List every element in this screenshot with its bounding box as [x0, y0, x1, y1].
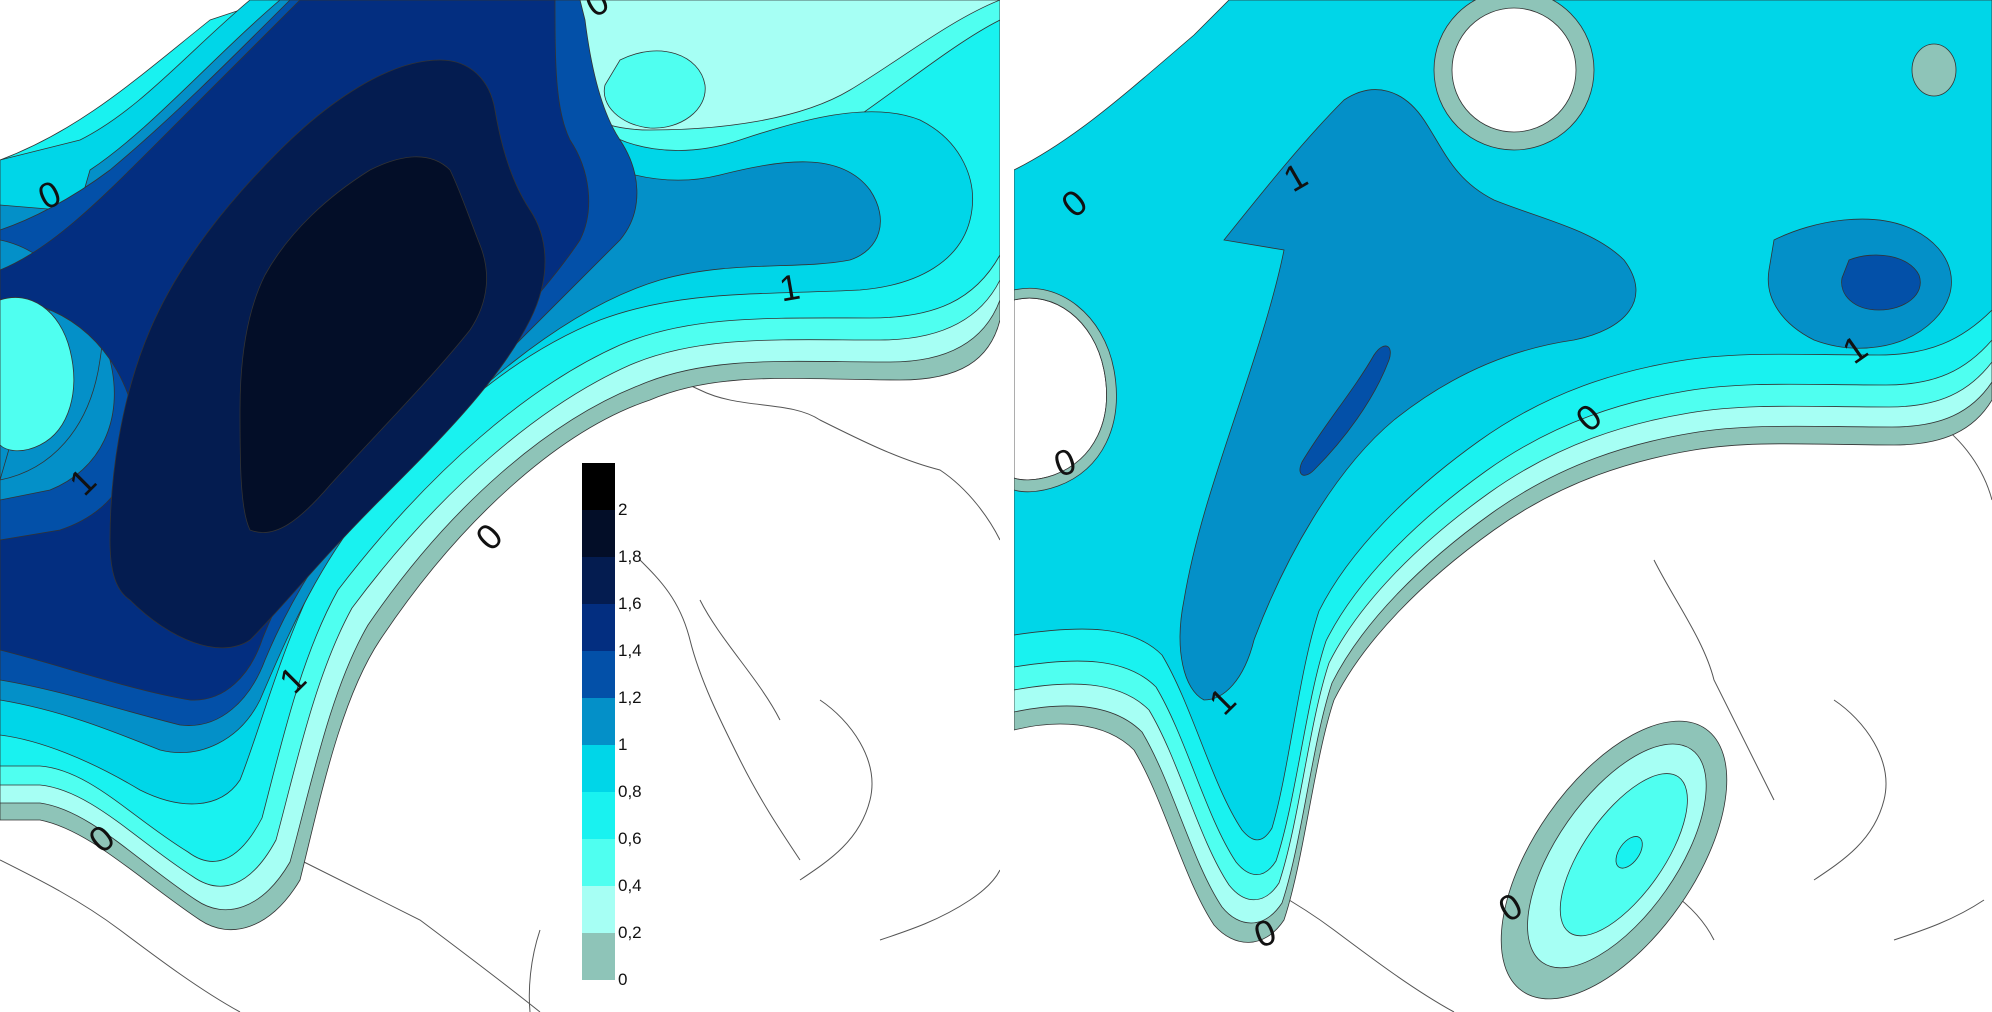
- left-map-panel: 0 0 1 1 0 1 0 2 1,8 1,6 1,4 1,2 1 0,8 0,…: [0, 0, 1000, 1012]
- legend-tick: 1,4: [618, 641, 642, 660]
- coastline-gulf-1: [1653, 559, 1775, 801]
- legend-tick: 0,2: [618, 923, 642, 942]
- ne-small-blob: [1911, 43, 1957, 97]
- legend-swatch-0-0.2: [582, 933, 615, 980]
- band-1.2-1.4-east: [1841, 254, 1921, 311]
- legend-tick: 0,8: [618, 782, 642, 801]
- legend-tick: 1,8: [618, 547, 642, 566]
- coastline-south-3: [1893, 899, 1985, 941]
- west-ring: [1014, 288, 1117, 493]
- south-east-lobe: [1500, 720, 1728, 1000]
- band-1-1.2-main: [1179, 89, 1637, 701]
- legend-swatch-1.8-2: [582, 510, 615, 557]
- band-west-lobe: [0, 297, 75, 452]
- coastline-lake: [799, 699, 873, 881]
- coastline-south-3: [879, 869, 1000, 941]
- legend-swatch-0.6-0.8: [582, 792, 615, 839]
- legend-tick: 2: [618, 500, 628, 519]
- legend-swatch-2-plus: [582, 463, 615, 510]
- band-1.2-1.4-streak: [1299, 345, 1391, 476]
- right-contour-bands: [1014, 0, 1992, 1000]
- legend-swatch-1.2-1.4: [582, 651, 615, 698]
- legend-tick: 0,6: [618, 829, 642, 848]
- legend-swatch-1.4-1.6: [582, 604, 615, 651]
- north-ring-hole: [1451, 7, 1577, 133]
- coastline-gulf-2: [699, 599, 781, 721]
- legend-tick: 1,2: [618, 688, 642, 707]
- coastline-south-4: [528, 929, 541, 1012]
- coastline-lake: [1813, 699, 1887, 881]
- legend-tick: 1: [618, 735, 628, 754]
- right-map-panel: 0 1 0 0 1 1 0 0: [1014, 0, 1992, 1012]
- coastline-south-1: [0, 859, 241, 1012]
- coastline-gulf-1: [639, 559, 801, 861]
- legend-swatch-1-1.2: [582, 698, 615, 745]
- right-contour-map: 0 1 0 0 1 1 0 0: [1014, 0, 1992, 1012]
- band-ne-lobe: [603, 50, 706, 129]
- legend-swatch-0.8-1: [582, 745, 615, 792]
- contour-label: 0: [467, 515, 510, 558]
- legend-swatch-0.4-0.6: [582, 839, 615, 886]
- legend-swatch-0.2-0.4: [582, 886, 615, 933]
- legend-tick: 1,6: [618, 594, 642, 613]
- left-contour-bands: [0, 0, 1000, 931]
- left-contour-map: 0 0 1 1 0 1 0: [0, 0, 1000, 1012]
- legend-tick: 0: [618, 970, 628, 989]
- legend-swatch-1.6-1.8: [582, 557, 615, 604]
- band-1.8-2: [239, 156, 487, 533]
- legend-tick: 0,4: [618, 876, 642, 895]
- color-legend: 2 1,8 1,6 1,4 1,2 1 0,8 0,6 0,4 0,2 0: [582, 463, 672, 989]
- coastline-south-2: [299, 859, 541, 1012]
